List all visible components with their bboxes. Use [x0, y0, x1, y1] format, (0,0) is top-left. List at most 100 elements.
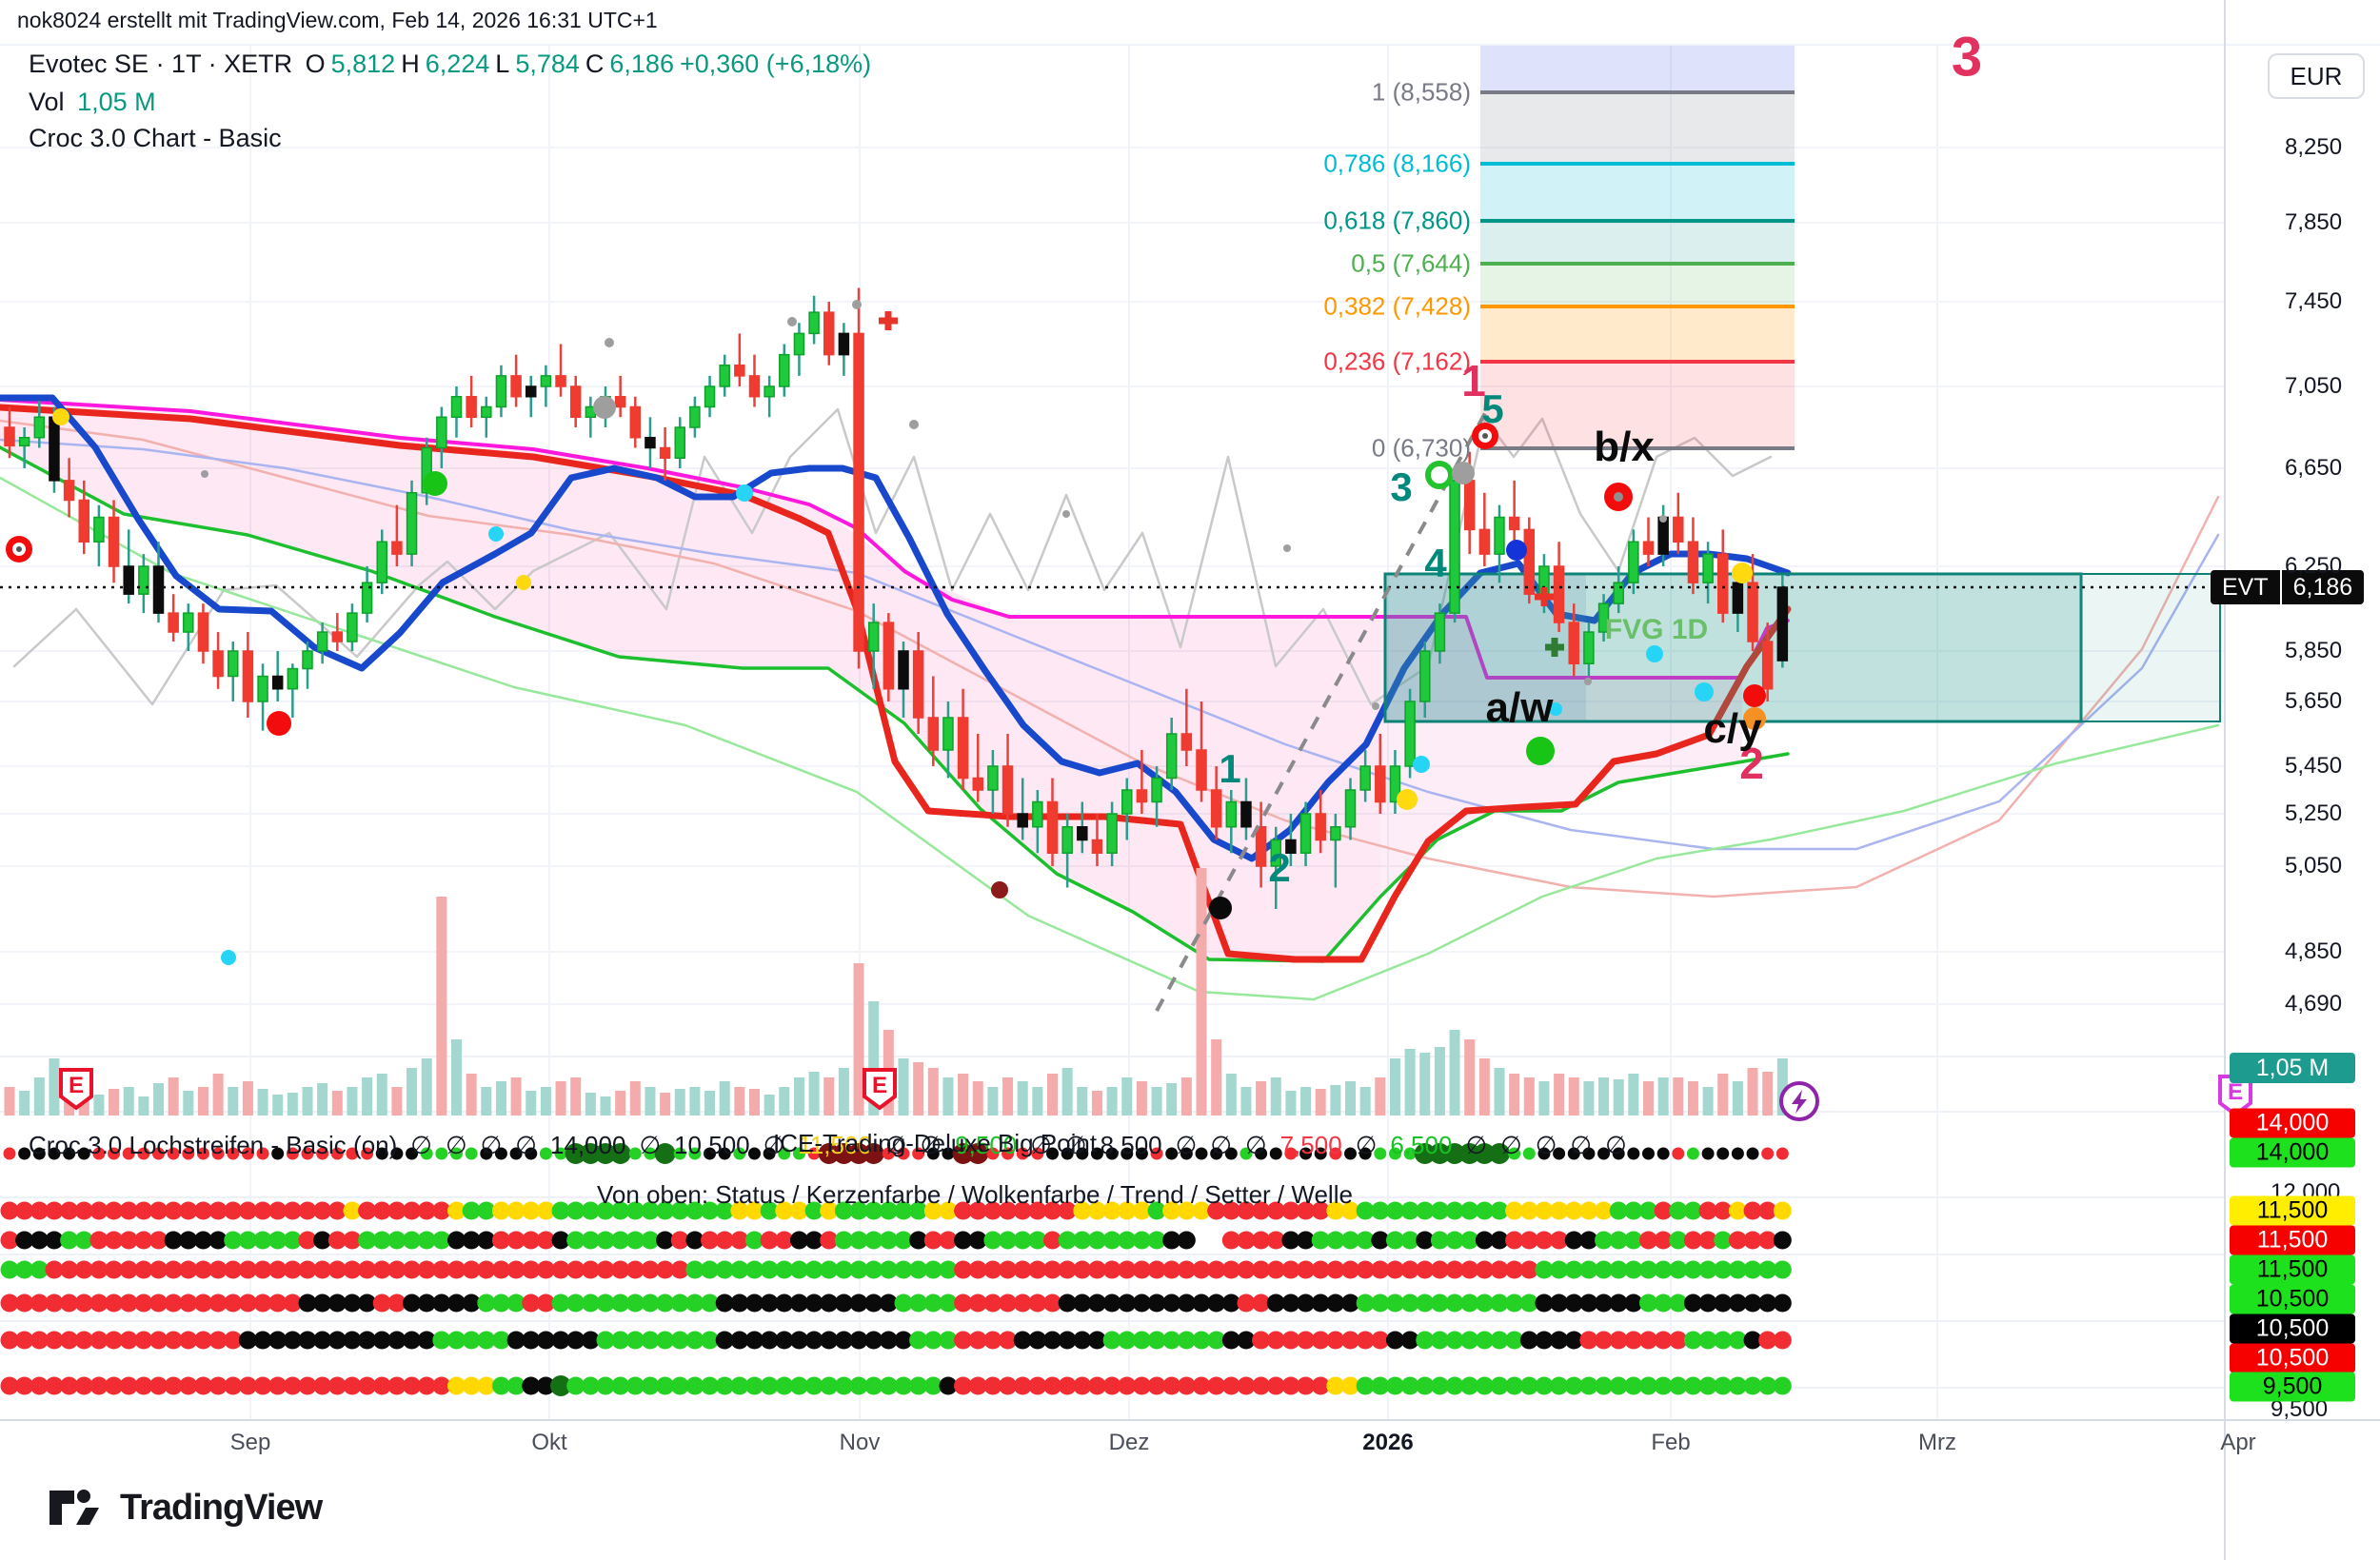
last-price-label: EVT 6,186	[2211, 570, 2365, 604]
indicator-overlay-title[interactable]: ICE-Trading-Deluxe Big Point	[773, 1129, 1098, 1157]
chart-label-2: 2	[1739, 739, 1764, 788]
price-tick[interactable]: 5,050	[2285, 853, 2343, 879]
ohlc-token: 6,186	[609, 49, 674, 78]
page-title: nok8024 erstellt mit TradingView.com, Fe…	[17, 8, 658, 32]
earnings-badge[interactable]: E	[863, 1068, 897, 1111]
fib-level-label: 0,786 (8,166)	[1323, 148, 1471, 178]
indicator-axis-badge: 14,000	[2230, 1137, 2355, 1168]
price-tick[interactable]: 5,850	[2285, 638, 2343, 663]
ohlc-token: 5,784	[515, 49, 580, 78]
chart-label-FVG 1D: FVG 1D	[1604, 614, 1709, 645]
indicator-axis-badge: 11,500	[2230, 1254, 2355, 1285]
indicator-row-legend: Von oben: Status / Kerzenfarbe / Wolkenf…	[597, 1180, 1353, 1209]
indicator-value-token: ∅	[1210, 1131, 1232, 1159]
ticker-cell: EVT	[2211, 570, 2282, 604]
ohlc-token: H	[401, 49, 420, 78]
indicator-axis-badge: 11,500	[2230, 1195, 2355, 1226]
indicator-value-token: ∅	[920, 1131, 942, 1159]
fib-level-label: 0 (6,730)	[1371, 433, 1471, 463]
indicator-value-token: ∅	[1500, 1131, 1522, 1159]
indicator-value-token: ∅	[410, 1131, 432, 1159]
indicator-value-token: ∅	[515, 1131, 537, 1159]
price-tick[interactable]: 8,250	[2285, 134, 2343, 160]
indicator-value-token: 11,500	[798, 1131, 872, 1159]
indicator-axis-badge: 14,000	[2230, 1108, 2355, 1138]
indicator-axis-badge: 10,500	[2230, 1313, 2355, 1344]
indicator-value-token: ∅	[1465, 1131, 1488, 1159]
svg-text:E: E	[872, 1073, 887, 1098]
price-tick[interactable]: 7,450	[2285, 288, 2343, 314]
indicator-value-token: ∅	[1570, 1131, 1593, 1159]
indicator-value-token: ∅	[1064, 1131, 1087, 1159]
chart-label-1: 1	[1219, 746, 1241, 791]
indicator-value-token: ∅	[1355, 1131, 1378, 1159]
chart-label-3: 3	[1951, 26, 1983, 89]
svg-text:E: E	[69, 1073, 84, 1098]
chart-label-2: 2	[1268, 845, 1291, 890]
svg-text:E: E	[2228, 1079, 2243, 1105]
time-axis-label[interactable]: Dez	[1108, 1430, 1150, 1455]
price-tick[interactable]: 6,650	[2285, 455, 2343, 481]
indicator-value-token: 6,500	[1390, 1131, 1453, 1159]
fib-level-label: 0,618 (7,860)	[1323, 206, 1471, 235]
time-axis-label[interactable]: Apr	[2220, 1430, 2256, 1455]
fib-level-label: 0,236 (7,162)	[1323, 346, 1471, 376]
price-tick[interactable]: 5,250	[2285, 800, 2343, 826]
indicator-values: ∅ ∅ ∅ ∅ 14,000 ∅ 10,500 ∅ 11,500 ∅ ∅ 9,500 ∅ ∅ 8,500 ∅ ∅…	[397, 1131, 1626, 1159]
price-tick[interactable]: 7,050	[2285, 373, 2343, 399]
chart-style-legend[interactable]: Croc 3.0 Chart - Basic	[29, 124, 282, 152]
ohlc-token: 5,812	[330, 49, 396, 78]
chart-label-3: 3	[1390, 464, 1413, 509]
time-axis-label[interactable]: 2026	[1362, 1430, 1414, 1455]
tradingview-logo[interactable]: TradingView	[48, 1485, 323, 1530]
indicator-value-token: 8,500	[1100, 1131, 1162, 1159]
ohlc-values: O 5,812 H 6,224 L 5,784 C 6,186 +0,360 (+6,18%)	[306, 49, 878, 78]
symbol-name[interactable]: Evotec SE · 1T · XETR	[29, 49, 293, 78]
fib-level-label: 1 (8,558)	[1371, 77, 1471, 107]
price-tick[interactable]: 4,850	[2285, 938, 2343, 964]
price-tick[interactable]: 5,450	[2285, 753, 2343, 779]
chart-label-b-x: b/x	[1594, 424, 1655, 470]
indicator-value-token: ∅	[480, 1131, 503, 1159]
chart-label-c-y: c/y	[1703, 705, 1762, 752]
time-axis-label[interactable]: Sep	[229, 1430, 271, 1455]
volume-axis-badge: 1,05 M	[2230, 1053, 2355, 1083]
volume-legend[interactable]: Vol 1,05 M	[29, 88, 156, 117]
indicator-legend[interactable]: Croc 3.0 Lochstreifen - Basic (on) ∅ ∅ ∅ ∅ 14…	[29, 1131, 1627, 1160]
volume-value: 1,05 M	[77, 88, 156, 116]
chart-label-a-w: a/w	[1485, 684, 1554, 731]
indicator-axis-badge: 11,500	[2230, 1225, 2355, 1255]
ohlc-token: L	[495, 49, 510, 78]
price-tick[interactable]: 6,250	[2285, 553, 2343, 579]
price-tick[interactable]: 5,650	[2285, 688, 2343, 714]
price-tick[interactable]: 7,850	[2285, 209, 2343, 235]
indicator-axis-badge: 10,500	[2230, 1343, 2355, 1373]
indicator-value-token: ∅	[1175, 1131, 1198, 1159]
indicator-title[interactable]: Croc 3.0 Lochstreifen - Basic (on)	[29, 1131, 398, 1159]
time-axis-label[interactable]: Okt	[531, 1430, 567, 1455]
symbol-legend[interactable]: Evotec SE · 1T · XETR O 5,812 H 6,224 L 5,784…	[29, 49, 877, 79]
indicator-value-token: ∅	[639, 1131, 662, 1159]
chart-label-1: 1	[1461, 356, 1486, 405]
price-tick[interactable]: 4,690	[2285, 991, 2343, 1017]
time-axis-label[interactable]: Mrz	[1918, 1430, 1956, 1455]
time-axis-label[interactable]: Nov	[839, 1430, 881, 1455]
indicator-axis-badge: 9,500	[2230, 1372, 2355, 1402]
chart-label-5: 5	[1481, 386, 1504, 431]
ohlc-token: +0,360 (+6,18%)	[679, 49, 872, 78]
price-cell: 6,186	[2281, 570, 2365, 604]
tradingview-logo-text: TradingView	[120, 1487, 323, 1528]
indicator-value-token: ∅	[1605, 1131, 1627, 1159]
ohlc-token: 6,224	[425, 49, 490, 78]
fib-level-label: 0,382 (7,428)	[1323, 291, 1471, 321]
ohlc-token: C	[585, 49, 605, 78]
indicator-axis-badge: 10,500	[2230, 1284, 2355, 1314]
currency-button[interactable]: EUR	[2268, 53, 2365, 99]
time-axis-label[interactable]: Feb	[1651, 1430, 1691, 1455]
indicator-value-token: ∅	[763, 1131, 785, 1159]
earnings-badge[interactable]: E	[59, 1068, 93, 1111]
indicator-value-token: 9,500	[955, 1131, 1018, 1159]
volume-label: Vol	[29, 88, 65, 116]
